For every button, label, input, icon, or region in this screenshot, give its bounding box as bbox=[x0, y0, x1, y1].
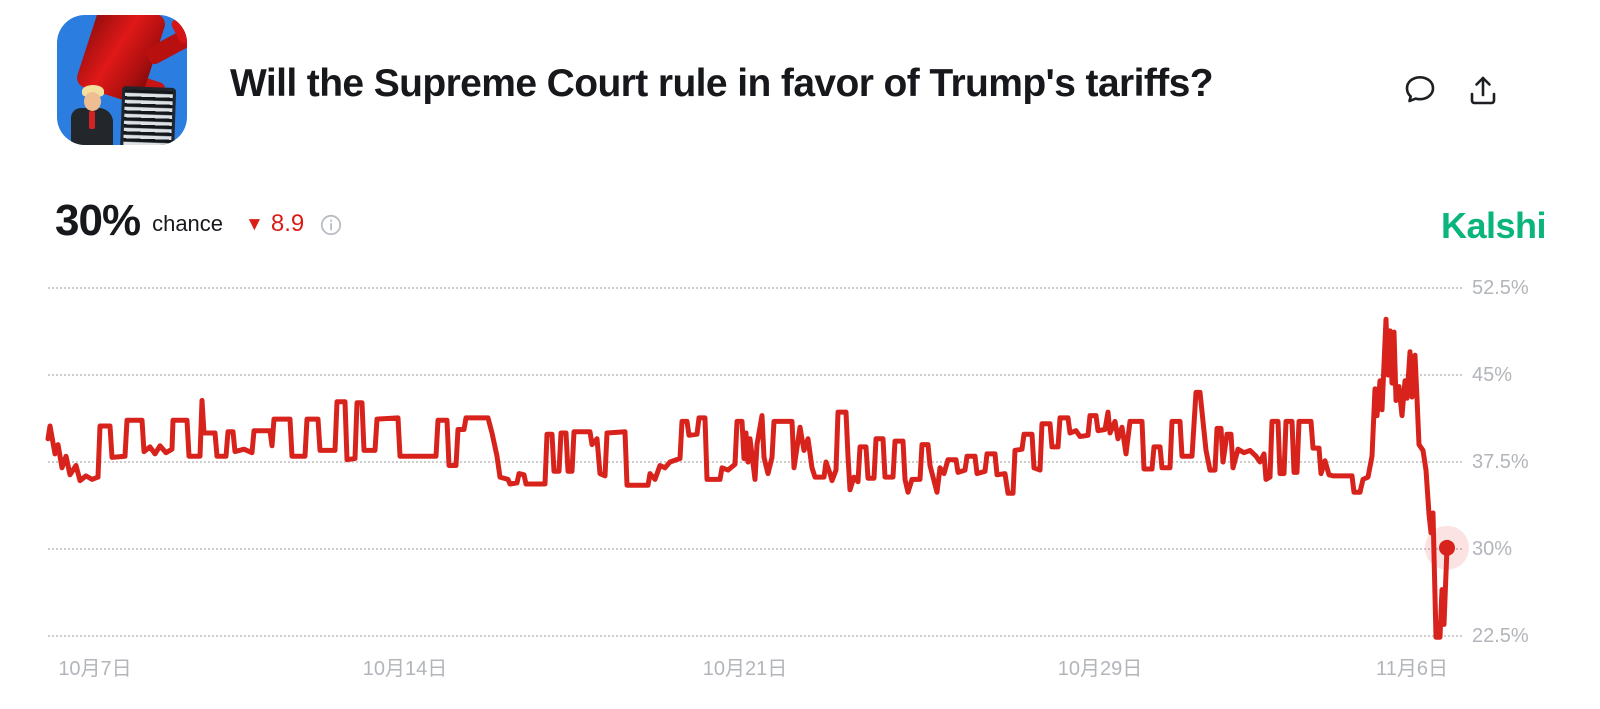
x-axis-label: 10月14日 bbox=[362, 658, 448, 680]
y-axis-label: 22.5% bbox=[1472, 625, 1529, 647]
price-line bbox=[45, 316, 1450, 640]
comment-button[interactable] bbox=[1400, 70, 1440, 110]
chance-label: chance bbox=[152, 211, 224, 236]
y-axis-label: 37.5% bbox=[1472, 451, 1529, 473]
gridline-22.5% bbox=[48, 635, 1462, 637]
arrow-down-icon: ▼ bbox=[245, 213, 264, 235]
last-price-dot bbox=[1439, 539, 1455, 556]
x-axis-label: 11月6日 bbox=[1376, 658, 1448, 680]
share-button[interactable] bbox=[1463, 70, 1503, 110]
price-row: 30% chance ▼ 8.9 bbox=[55, 199, 342, 243]
kalshi-logo[interactable]: Kalshi bbox=[1440, 205, 1547, 246]
market-thumbnail[interactable] bbox=[57, 15, 187, 145]
gridline-45% bbox=[48, 374, 1462, 376]
x-axis-label: 10月29日 bbox=[1057, 658, 1143, 680]
info-button[interactable] bbox=[320, 214, 342, 236]
x-axis-label: 10月21日 bbox=[702, 658, 788, 680]
chance-value: 30% bbox=[55, 196, 141, 245]
info-icon bbox=[320, 214, 342, 239]
price-delta: ▼ 8.9 bbox=[245, 210, 304, 238]
gridline-30% bbox=[48, 548, 1462, 550]
delta-value: 8.9 bbox=[270, 210, 305, 237]
y-axis-label: 45% bbox=[1472, 364, 1513, 386]
y-axis-label: 30% bbox=[1472, 538, 1513, 560]
x-axis-label: 10月7日 bbox=[58, 658, 132, 680]
share-upload-icon bbox=[1463, 76, 1503, 113]
speech-bubble-icon bbox=[1400, 76, 1440, 113]
y-axis-label: 52.5% bbox=[1472, 277, 1529, 299]
gridline-52.5% bbox=[48, 287, 1462, 289]
market-title: Will the Supreme Court rule in favor of … bbox=[230, 62, 1214, 105]
